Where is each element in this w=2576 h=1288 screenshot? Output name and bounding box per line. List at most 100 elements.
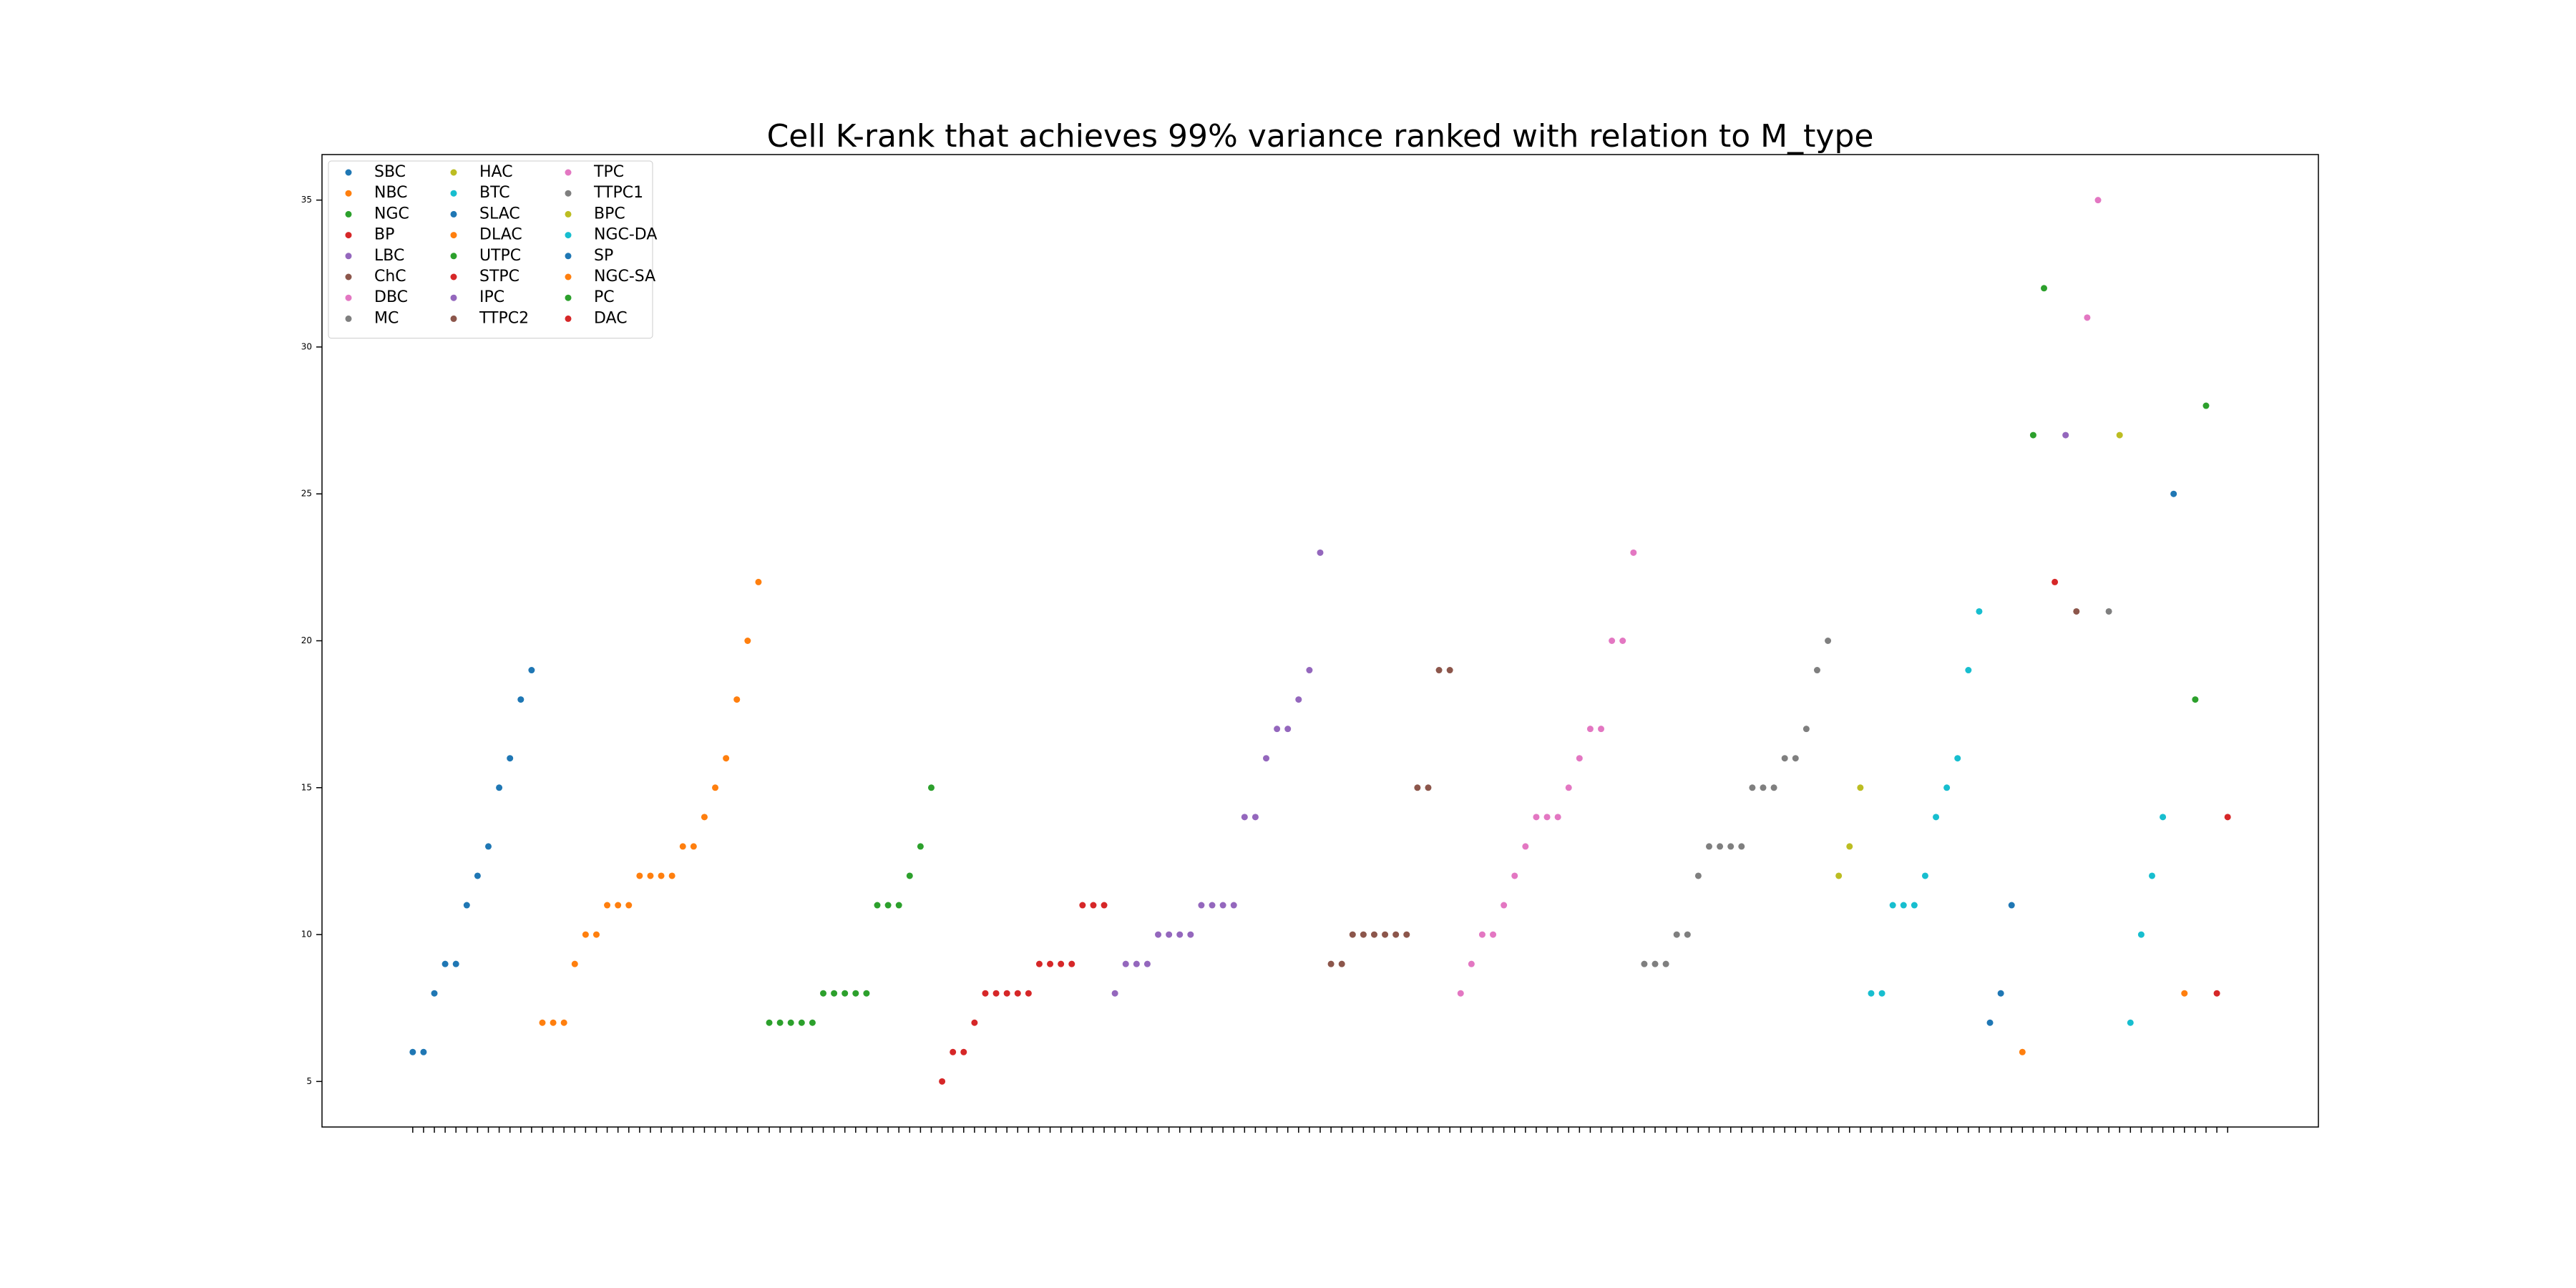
point — [1813, 667, 1820, 674]
y-tick-label: 25 — [301, 489, 312, 499]
point — [463, 902, 470, 909]
point — [982, 990, 989, 997]
point — [1835, 872, 1843, 879]
y-tick-label: 35 — [301, 195, 312, 205]
point — [1425, 784, 1432, 791]
legend-label: HAC — [479, 163, 513, 181]
point — [2019, 1048, 2026, 1055]
point — [1522, 843, 1529, 850]
point — [1198, 902, 1205, 909]
point — [2160, 814, 2167, 821]
point — [1035, 960, 1043, 967]
point — [496, 784, 503, 791]
point — [2029, 431, 2036, 439]
legend-marker — [345, 190, 352, 197]
point — [474, 872, 481, 879]
point — [1403, 931, 1410, 938]
point — [1986, 1019, 1994, 1026]
point — [950, 1048, 957, 1055]
point — [1694, 872, 1702, 879]
point — [1370, 931, 1377, 938]
legend-label: UTPC — [479, 247, 521, 265]
point — [1609, 638, 1616, 644]
legend-marker — [345, 315, 352, 322]
legend-marker — [450, 253, 457, 260]
point — [1576, 755, 1583, 762]
point — [1490, 931, 1497, 938]
legend-label: SP — [594, 247, 613, 265]
point — [1263, 755, 1270, 762]
point — [841, 990, 849, 997]
point — [1598, 726, 1605, 733]
point — [420, 1048, 427, 1055]
legend-marker — [565, 210, 572, 218]
point — [1252, 814, 1259, 821]
point — [1652, 960, 1659, 967]
point — [2127, 1019, 2134, 1026]
legend-box — [328, 160, 653, 339]
point — [636, 872, 643, 879]
point — [1706, 843, 1713, 850]
point — [1327, 960, 1335, 967]
legend-marker — [565, 253, 572, 260]
point — [1360, 931, 1367, 938]
point — [1997, 990, 2004, 997]
point — [1943, 784, 1951, 791]
point — [1187, 931, 1194, 938]
point — [1111, 990, 1118, 997]
point — [1414, 784, 1421, 791]
point — [517, 696, 525, 703]
point — [1543, 814, 1551, 821]
point — [2192, 696, 2199, 703]
point — [1911, 902, 1918, 909]
point — [1857, 784, 1864, 791]
legend-label: BTC — [479, 184, 510, 202]
point — [1781, 755, 1788, 762]
point — [776, 1019, 784, 1026]
y-tick-label: 20 — [301, 635, 312, 645]
point — [1382, 931, 1389, 938]
point — [1673, 931, 1680, 938]
point — [1014, 990, 1021, 997]
point — [1133, 960, 1140, 967]
point — [592, 931, 600, 938]
point — [1274, 726, 1281, 733]
legend-label: TTPC2 — [479, 309, 529, 327]
point — [733, 696, 741, 703]
legend-label: MC — [374, 309, 399, 327]
point — [1295, 696, 1302, 703]
legend-label: DLAC — [479, 226, 522, 244]
point — [2041, 285, 2048, 292]
legend-label: STPC — [479, 268, 519, 286]
point — [1921, 872, 1928, 879]
point — [2062, 431, 2069, 439]
point — [441, 960, 449, 967]
point — [1760, 784, 1767, 791]
point — [2094, 197, 2102, 204]
point — [1176, 931, 1184, 938]
legend-marker — [450, 232, 457, 239]
point — [1792, 755, 1799, 762]
point — [1058, 960, 1065, 967]
point — [1478, 931, 1485, 938]
point — [1349, 931, 1356, 938]
point — [1965, 667, 1972, 674]
point — [2084, 314, 2091, 321]
point — [1090, 902, 1097, 909]
point — [1392, 931, 1400, 938]
point — [528, 667, 535, 674]
point — [809, 1019, 816, 1026]
point — [1101, 902, 1108, 909]
point — [2224, 814, 2231, 821]
point — [831, 990, 838, 997]
point — [658, 872, 665, 879]
point — [1468, 960, 1475, 967]
point — [1749, 784, 1756, 791]
point — [723, 755, 730, 762]
point — [647, 872, 654, 879]
point — [744, 638, 751, 644]
point — [1933, 814, 1940, 821]
point — [1900, 902, 1907, 909]
legend-label: ChC — [374, 268, 406, 286]
legend-label: PC — [594, 288, 615, 306]
